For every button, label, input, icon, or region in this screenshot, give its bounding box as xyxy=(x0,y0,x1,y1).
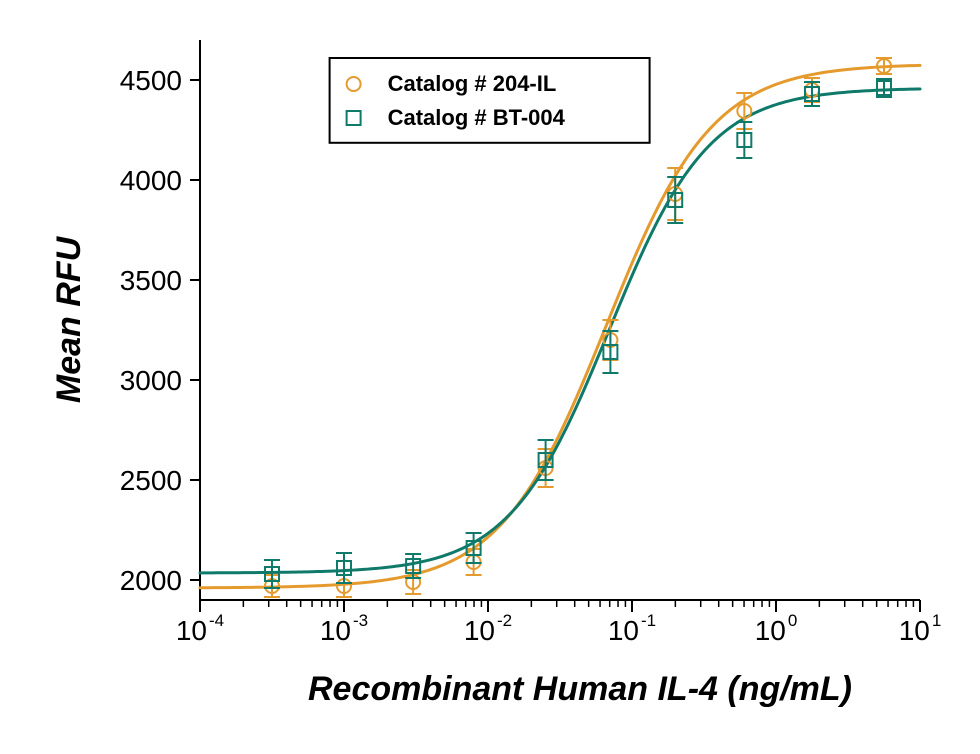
x-axis-title: Recombinant Human IL-4 (ng/mL) xyxy=(308,670,852,708)
y-tick-label: 4500 xyxy=(120,65,182,96)
y-tick-label: 4000 xyxy=(120,165,182,196)
y-tick-label: 3500 xyxy=(120,265,182,296)
y-tick-label: 2000 xyxy=(120,565,182,596)
y-tick-label: 2500 xyxy=(120,465,182,496)
legend-label: Catalog # 204-IL xyxy=(388,71,557,96)
dose-response-chart: 20002500300035004000450010-410-310-210-1… xyxy=(0,0,980,754)
y-tick-label: 3000 xyxy=(120,365,182,396)
chart-svg: 20002500300035004000450010-410-310-210-1… xyxy=(0,0,980,754)
legend-label: Catalog # BT-004 xyxy=(388,105,566,130)
y-axis-title: Mean RFU xyxy=(50,235,88,403)
